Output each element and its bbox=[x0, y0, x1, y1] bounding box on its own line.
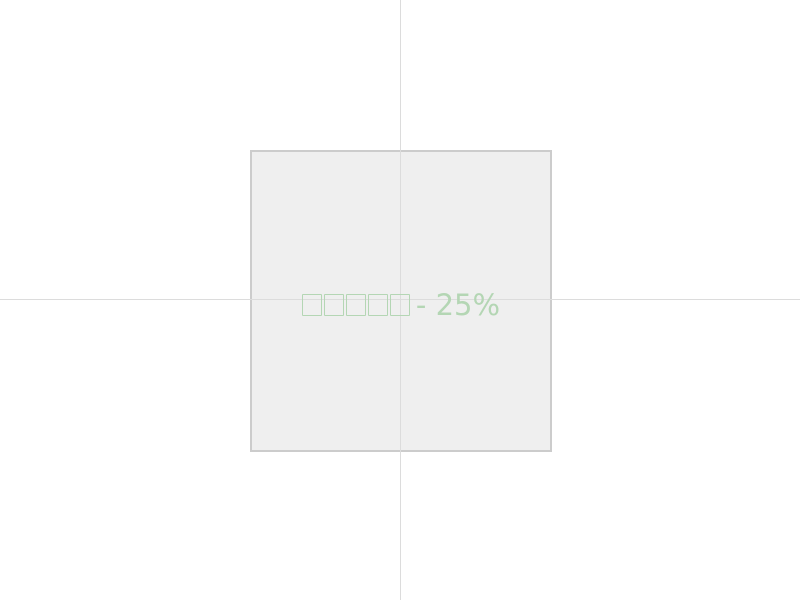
missing-glyph-icon bbox=[389, 294, 410, 316]
missing-glyph-icon bbox=[345, 294, 366, 316]
loading-panel bbox=[250, 150, 552, 452]
progress-percent-text: - 25% bbox=[415, 288, 501, 322]
loading-progress-label: - 25% bbox=[250, 285, 552, 325]
missing-glyph-icon bbox=[367, 294, 388, 316]
vertical-center-guide bbox=[400, 0, 401, 600]
missing-glyph-icon bbox=[323, 294, 344, 316]
missing-glyph-icons bbox=[301, 294, 410, 316]
missing-glyph-icon bbox=[301, 294, 322, 316]
